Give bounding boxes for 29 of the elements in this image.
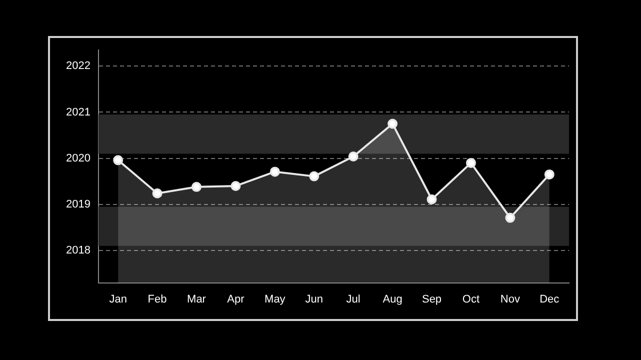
x-tick-label: Nov (500, 293, 520, 306)
x-tick-label: Aug (382, 293, 402, 306)
point (466, 158, 476, 168)
x-tick-label: Jul (346, 293, 360, 306)
point (505, 212, 516, 223)
point (544, 169, 554, 180)
x-tick-label: Sep (422, 293, 442, 306)
point (230, 180, 241, 191)
y-tick-label: 2022 (66, 60, 90, 72)
x-tick-label: Oct (462, 293, 480, 306)
point (192, 182, 202, 192)
point (426, 194, 437, 204)
x-tick-label: May (264, 293, 286, 306)
point (270, 166, 280, 177)
x-tick-label: Jan (109, 293, 127, 306)
x-tick-label: Feb (148, 293, 167, 306)
point (388, 118, 398, 129)
point (113, 155, 124, 166)
y-tick-label: 2021 (66, 106, 90, 118)
x-tick-label: Apr (227, 293, 245, 306)
y-tick-label: 2018 (66, 244, 90, 257)
x-tick-label: Jun (305, 293, 324, 306)
y-tick-label: 2020 (66, 152, 90, 164)
x-tick-label: Dec (540, 293, 560, 306)
x-tick-label: Mar (187, 293, 206, 306)
point (152, 188, 162, 198)
y-tick-label: 2019 (66, 198, 90, 210)
point (348, 151, 358, 162)
point (309, 171, 320, 182)
